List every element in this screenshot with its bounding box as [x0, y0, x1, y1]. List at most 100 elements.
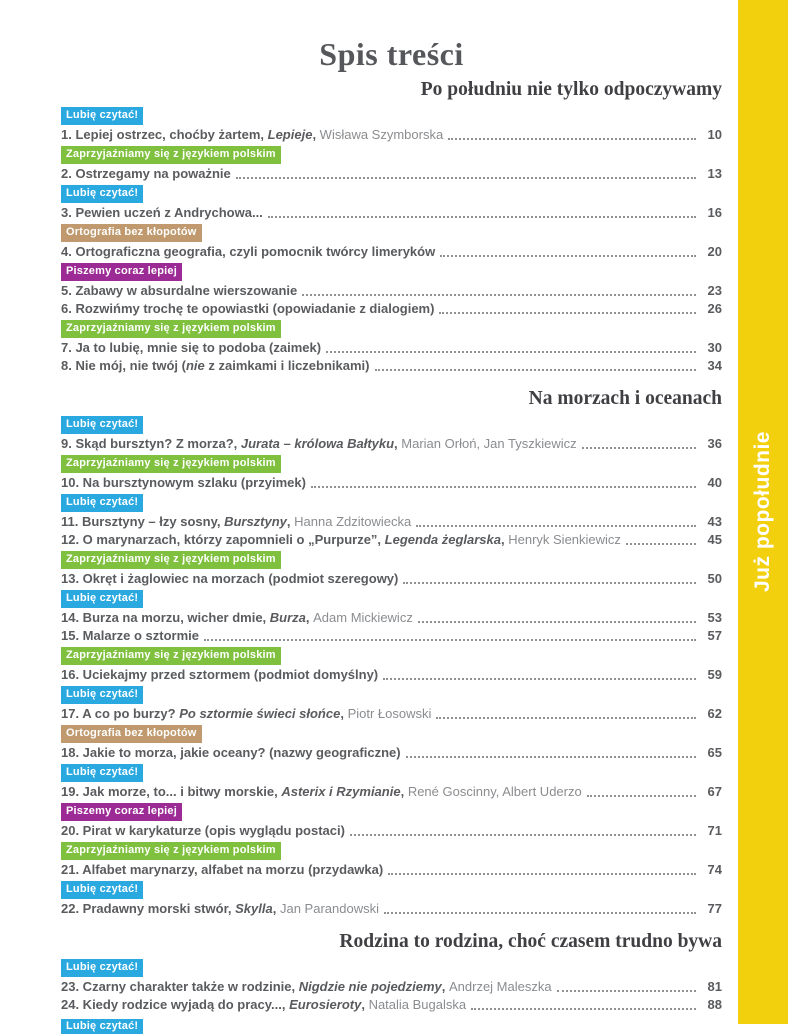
category-tag-row: Lubię czytać! — [61, 415, 722, 434]
entry-title: 15. Malarze o sztormie — [61, 628, 199, 643]
dotted-leader — [383, 678, 696, 680]
category-tag-row: Lubię czytać! — [61, 880, 722, 899]
toc-entry: 1. Lepiej ostrzec, choćby żartem, Lepiej… — [61, 127, 722, 143]
page-number: 10 — [707, 127, 722, 142]
toc-entry: 2. Ostrzegamy na poważnie 13 — [61, 166, 722, 182]
category-tag: Lubię czytać! — [61, 494, 144, 512]
toc-content: Spis treści Po południu nie tylko odpocz… — [61, 0, 722, 1015]
dotted-leader — [204, 639, 696, 641]
entry-title: 8. Nie mój, nie twój (nie z zaimkami i l… — [61, 358, 370, 373]
category-tag-row: Lubię czytać! — [61, 685, 722, 704]
page-number: 57 — [707, 628, 722, 643]
toc-entry: 6. Rozwińmy trochę te opowiastki (opowia… — [61, 301, 722, 317]
dotted-leader — [326, 351, 696, 353]
page-number: 62 — [707, 706, 722, 721]
category-tag: Zaprzyjaźniamy się z językiem polskim — [61, 647, 281, 665]
dotted-leader — [267, 216, 696, 218]
dotted-leader — [388, 873, 696, 875]
category-tag: Zaprzyjaźniamy się z językiem polskim — [61, 842, 281, 860]
category-tag: Lubię czytać! — [61, 107, 144, 125]
category-tag-row: Zaprzyjaźniamy się z językiem polskim — [61, 454, 722, 473]
entry-title: 7. Ja to lubię, mnie się to podoba (zaim… — [61, 340, 322, 355]
dotted-leader — [403, 582, 696, 584]
toc-entry: 10. Na bursztynowym szlaku (przyimek) 40 — [61, 475, 722, 491]
sidebar-label: Już popołudnie — [751, 431, 774, 593]
category-tag: Lubię czytać! — [61, 1019, 144, 1034]
toc-entry: 16. Uciekajmy przed sztormem (podmiot do… — [61, 667, 722, 683]
entry-title: 5. Zabawy w absurdalne wierszowanie — [61, 283, 298, 298]
toc-entry: 22. Pradawny morski stwór, Skylla, Jan P… — [61, 901, 722, 917]
category-tag-row: Lubię czytać! — [61, 493, 722, 512]
section-heading: Rodzina to rodzina, choć czasem trudno b… — [339, 931, 722, 952]
page-number: 40 — [707, 475, 722, 490]
category-tag-row: Zaprzyjaźniamy się z językiem polskim — [61, 145, 722, 164]
entry-title: 22. Pradawny morski stwór, Skylla, Jan P… — [61, 901, 379, 916]
toc-entry: 15. Malarze o sztormie 57 — [61, 628, 722, 644]
dotted-leader — [417, 621, 696, 623]
category-tag-row: Lubię czytać! — [61, 184, 722, 203]
page-number: 59 — [707, 667, 722, 682]
category-tag-row: Lubię czytać! — [61, 958, 722, 977]
entry-title: 24. Kiedy rodzice wyjadą do pracy..., Eu… — [61, 997, 467, 1012]
entry-title: 2. Ostrzegamy na poważnie — [61, 166, 231, 181]
dotted-leader — [625, 543, 696, 545]
dotted-leader — [439, 312, 696, 314]
dotted-leader — [440, 255, 696, 257]
section-heading: Na morzach i oceanach — [528, 388, 722, 409]
toc-entry: 12. O marynarzach, którzy zapomnieli o „… — [61, 532, 722, 548]
page-number: 45 — [707, 532, 722, 547]
entry-title: 16. Uciekajmy przed sztormem (podmiot do… — [61, 667, 379, 682]
entry-title: 18. Jakie to morza, jakie oceany? (nazwy… — [61, 745, 401, 760]
page-number: 77 — [707, 901, 722, 916]
category-tag: Lubię czytać! — [61, 764, 144, 782]
category-tag: Lubię czytać! — [61, 959, 144, 977]
category-tag-row: Zaprzyjaźniamy się z językiem polskim — [61, 646, 722, 665]
toc-entry: 18. Jakie to morza, jakie oceany? (nazwy… — [61, 745, 722, 761]
entry-title: 3. Pewien uczeń z Andrychowa... — [61, 205, 263, 220]
category-tag-row: Zaprzyjaźniamy się z językiem polskim — [61, 841, 722, 860]
category-tag-row: Ortografia bez kłopotów — [61, 223, 722, 242]
category-tag: Zaprzyjaźniamy się z językiem polskim — [61, 551, 281, 569]
dotted-leader — [310, 486, 696, 488]
page-number: 74 — [707, 862, 722, 877]
category-tag: Lubię czytać! — [61, 590, 144, 608]
dotted-leader — [302, 294, 696, 296]
page-number: 88 — [707, 997, 722, 1012]
toc-entry: 4. Ortograficzna geografia, czyli pomocn… — [61, 244, 722, 260]
dotted-leader — [235, 177, 696, 179]
dotted-leader — [383, 912, 696, 914]
page-number: 23 — [707, 283, 722, 298]
page-number: 81 — [707, 979, 722, 994]
entry-title: 9. Skąd bursztyn? Z morza?, Jurata – kró… — [61, 436, 577, 451]
category-tag: Piszemy coraz lepiej — [61, 263, 182, 281]
page-number: 34 — [707, 358, 722, 373]
dotted-leader — [349, 834, 696, 836]
dotted-leader — [471, 1008, 696, 1010]
entry-title: 23. Czarny charakter także w rodzinie, N… — [61, 979, 552, 994]
dotted-leader — [581, 447, 696, 449]
category-tag-row: Piszemy coraz lepiej — [61, 802, 722, 821]
toc-entry: 11. Bursztyny – łzy sosny, Bursztyny, Ha… — [61, 514, 722, 530]
page-number: 67 — [707, 784, 722, 799]
toc-entry: 5. Zabawy w absurdalne wierszowanie 23 — [61, 283, 722, 299]
toc-entry: 17. A co po burzy? Po sztormie świeci sł… — [61, 706, 722, 722]
category-tag-row: Lubię czytać! — [61, 763, 722, 782]
entry-title: 17. A co po burzy? Po sztormie świeci sł… — [61, 706, 432, 721]
page-number: 30 — [707, 340, 722, 355]
dotted-leader — [586, 795, 696, 797]
section-heading: Po południu nie tylko odpoczywamy — [420, 79, 722, 100]
category-tag: Zaprzyjaźniamy się z językiem polskim — [61, 455, 281, 473]
page-number: 26 — [707, 301, 722, 316]
toc-sections: Po południu nie tylko odpoczywamy Lubię c… — [61, 79, 722, 1013]
category-tag: Lubię czytać! — [61, 416, 144, 434]
entry-title: 6. Rozwińmy trochę te opowiastki (opowia… — [61, 301, 435, 316]
page-number: 16 — [707, 205, 722, 220]
category-tag: Lubię czytać! — [61, 185, 144, 203]
toc-entry: 14. Burza na morzu, wicher dmie, Burza, … — [61, 610, 722, 626]
entry-title: 11. Bursztyny – łzy sosny, Bursztyny, Ha… — [61, 514, 412, 529]
page-number: 50 — [707, 571, 722, 586]
category-tag-row: Piszemy coraz lepiej — [61, 262, 722, 281]
toc-entry: 21. Alfabet marynarzy, alfabet na morzu … — [61, 862, 722, 878]
category-tag-row: Zaprzyjaźniamy się z językiem polskim — [61, 319, 722, 338]
category-tag: Lubię czytać! — [61, 881, 144, 899]
